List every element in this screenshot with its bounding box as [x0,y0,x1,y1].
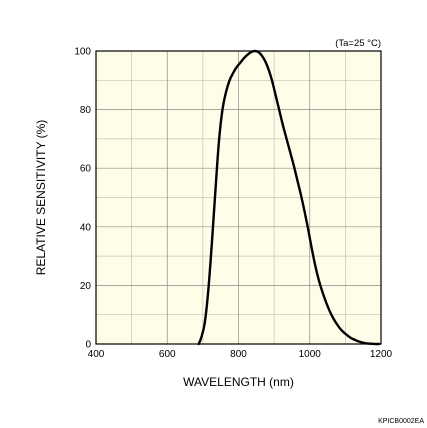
y-tick-labels: 0 20 40 60 80 100 [74,47,91,351]
x-tick-label: 400 [88,349,105,360]
x-tick-label: 1000 [299,349,322,360]
x-tick-label: 800 [230,349,247,360]
y-tick-label: 80 [80,105,92,116]
y-axis-label: RELATIVE SENSITIVITY (%) [34,120,48,276]
y-tick-label: 60 [80,164,92,175]
x-axis-label: WAVELENGTH (nm) [183,375,294,389]
x-tick-labels: 400 600 800 1000 1200 [88,349,393,360]
y-tick-label: 100 [74,47,91,58]
major-grid [96,51,381,344]
figure-code: KPICB0002EA [378,418,424,425]
y-tick-label: 40 [80,222,92,233]
x-tick-label: 1200 [370,349,393,360]
plot-frame [95,50,382,345]
y-tick-label: 20 [80,281,92,292]
x-tick-label: 600 [159,349,176,360]
temperature-annotation: (Ta=25 °C) [335,38,381,49]
y-tick-label: 0 [85,340,91,351]
series-line-relative-sensitivity [197,49,381,346]
